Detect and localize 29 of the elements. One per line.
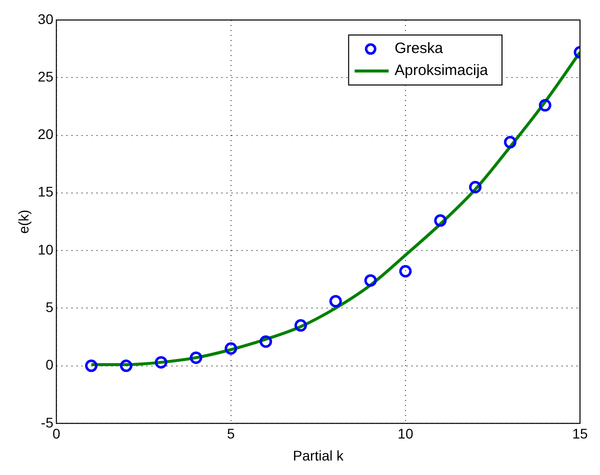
point xyxy=(329,294,342,308)
x-tick-label: 15 xyxy=(572,426,588,442)
point xyxy=(120,360,132,372)
x-tick-label: 5 xyxy=(227,426,236,442)
y-tick-label: 5 xyxy=(46,299,54,315)
y-tick-label: 25 xyxy=(38,68,54,84)
point xyxy=(538,99,552,112)
point xyxy=(154,356,168,369)
x-tick-label: 10 xyxy=(398,426,414,442)
legend-label: Aproksimacija xyxy=(394,62,489,80)
y-tick-label: 0 xyxy=(46,356,54,373)
y-tick-label: 15 xyxy=(38,184,54,200)
point xyxy=(364,274,377,287)
point xyxy=(294,319,307,332)
y-tick-label: 10 xyxy=(38,241,54,258)
y-tick-label: 20 xyxy=(38,126,54,142)
point xyxy=(260,335,272,348)
y-tick-label: -5 xyxy=(40,414,54,430)
point xyxy=(399,265,412,278)
point xyxy=(85,360,98,372)
point xyxy=(434,214,447,227)
y-axis-title: e(k) xyxy=(15,210,32,234)
legend-label: Greska xyxy=(394,40,444,58)
point xyxy=(504,136,516,148)
x-axis-title: Partial k xyxy=(292,447,344,464)
point xyxy=(224,342,238,355)
point xyxy=(190,351,202,364)
y-tick-label: 30 xyxy=(38,10,54,27)
point xyxy=(469,180,482,194)
